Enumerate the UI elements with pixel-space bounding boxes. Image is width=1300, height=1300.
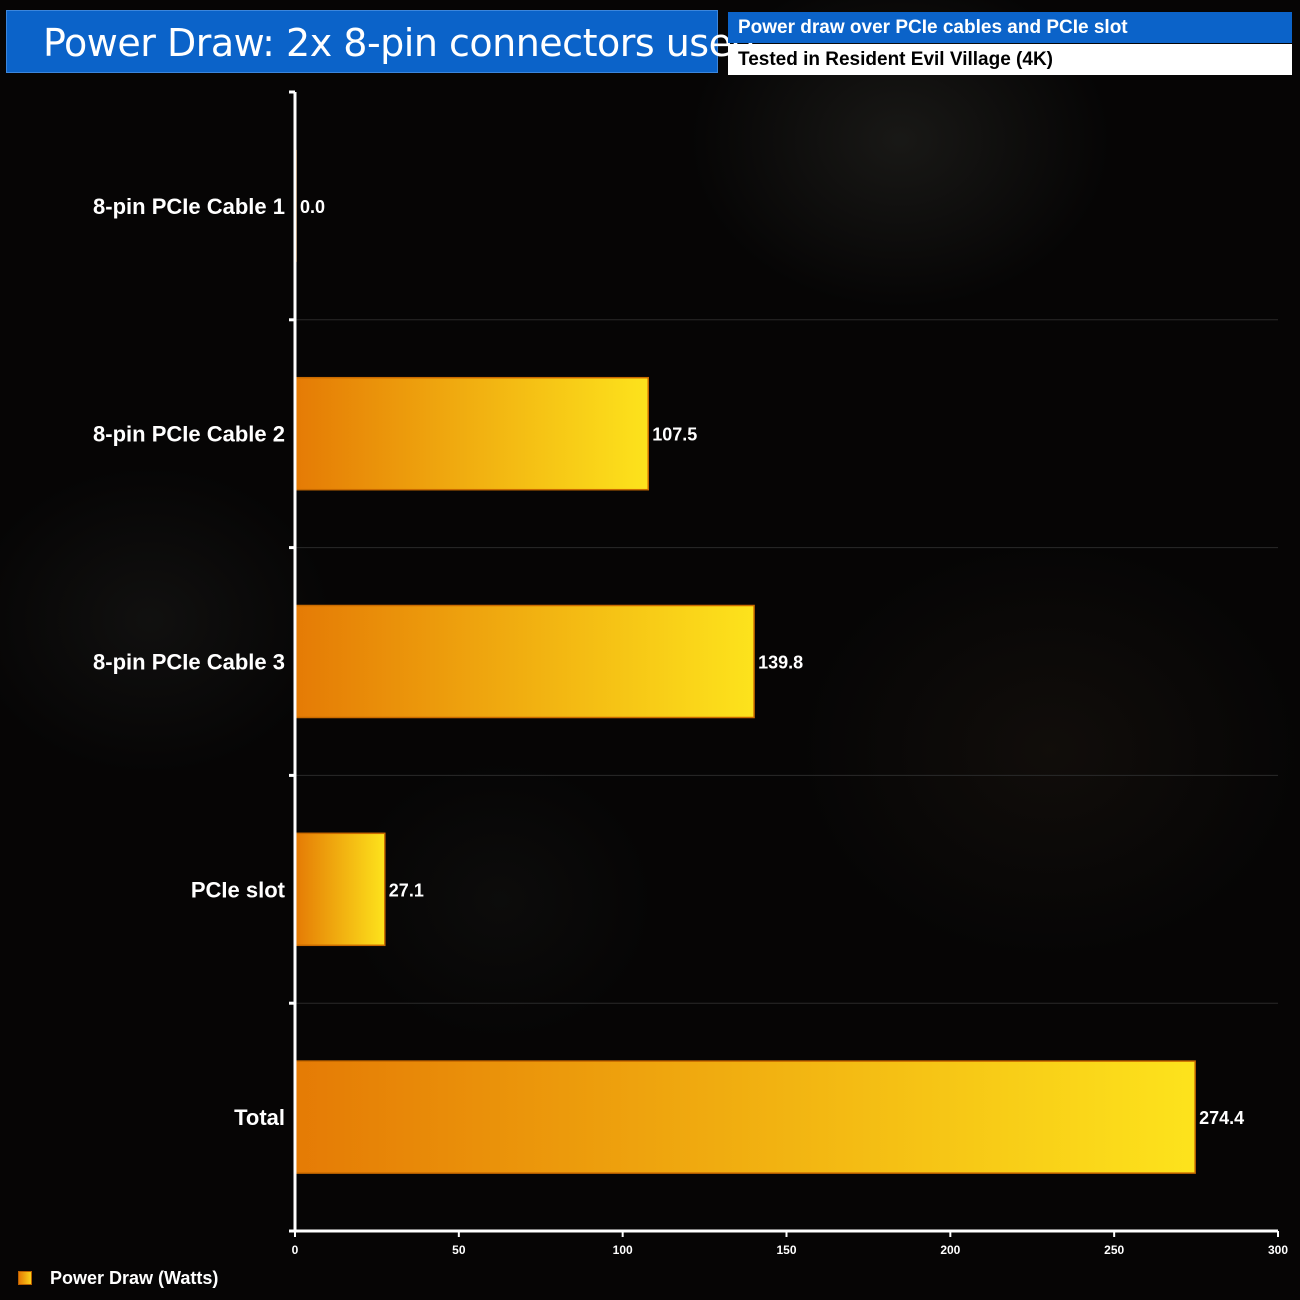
data-label: 139.8: [758, 653, 803, 673]
data-label: 107.5: [652, 425, 697, 445]
data-label: 274.4: [1199, 1108, 1244, 1128]
x-tick-label: 200: [940, 1243, 960, 1257]
legend-label: Power Draw (Watts): [50, 1267, 219, 1288]
bars: [295, 149, 1196, 1174]
legend: Power Draw (Watts): [18, 1266, 218, 1290]
legend-swatch: [18, 1271, 32, 1285]
x-tick-label: 250: [1104, 1243, 1124, 1257]
gridlines: [295, 319, 1278, 1004]
category-label: Total: [234, 1105, 285, 1130]
category-label: 8-pin PCIe Cable 3: [93, 650, 285, 675]
x-tick-label: 100: [613, 1243, 633, 1257]
data-label: 0.0: [300, 197, 325, 217]
subtitle-primary: Power draw over PCIe cables and PCIe slo…: [728, 12, 1292, 43]
x-tick-label: 150: [776, 1243, 796, 1257]
x-tick-label: 0: [292, 1243, 299, 1257]
bar: [295, 832, 386, 947]
title-banner: Power Draw: 2x 8-pin connectors used: [6, 10, 756, 73]
bar: [295, 604, 755, 719]
subtitle-secondary: Tested in Resident Evil Village (4K): [728, 44, 1292, 75]
category-label: 8-pin PCIe Cable 2: [93, 422, 285, 447]
chart-title: Power Draw: 2x 8-pin connectors used: [43, 21, 756, 65]
bar: [295, 1060, 1196, 1174]
category-label: PCIe slot: [191, 877, 286, 902]
data-label: 27.1: [389, 880, 424, 900]
bar: [295, 376, 649, 491]
labels: 8-pin PCIe Cable 1 0.0 8-pin PCIe Cable 2 1…: [93, 194, 1288, 1257]
x-tick-label: 50: [452, 1243, 466, 1257]
category-label: 8-pin PCIe Cable 1: [93, 194, 285, 219]
x-tick-label: 300: [1268, 1243, 1288, 1257]
axes: [289, 90, 1279, 1237]
